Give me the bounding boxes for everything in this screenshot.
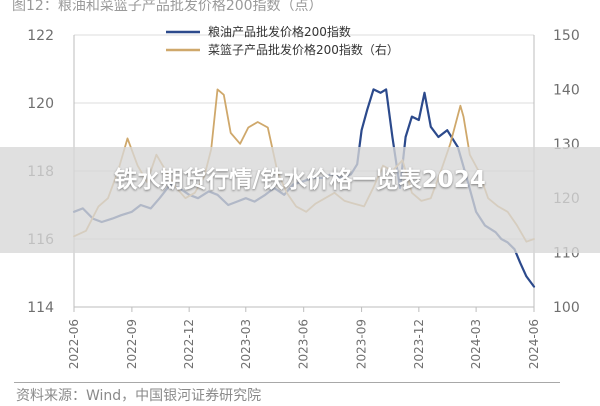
right-tick-label: 100 (553, 300, 580, 316)
left-tick-label: 122 (27, 28, 54, 44)
x-tick-label: 2023-03 (239, 319, 253, 369)
left-tick-label: 120 (27, 96, 54, 112)
x-axis: 2022-06 2022-09 2022-12 2023-03 2023-06 2023-… (67, 35, 541, 369)
x-tick-label: 2022-06 (67, 319, 81, 369)
overlay-banner[interactable]: 铁水期货行情/铁水价格一览表2024 (0, 147, 600, 253)
x-tick-label: 2022-12 (182, 319, 196, 369)
x-tick-label: 2023-06 (297, 319, 311, 369)
left-tick-label: 114 (27, 300, 54, 316)
right-tick-label: 150 (553, 28, 580, 44)
figure-title: 图12：粮油和菜篮子产品批发价格200指数（点） (12, 0, 323, 14)
x-tick-label: 2024-06 (527, 319, 541, 369)
x-tick-label: 2023-12 (412, 319, 426, 369)
x-tick-label: 2023-09 (355, 319, 369, 369)
banner-title: 铁水期货行情/铁水价格一览表2024 (114, 167, 486, 193)
source-divider (14, 382, 560, 383)
legend-label-1: 粮油产品批发价格200指数 (208, 24, 351, 39)
x-tick-label: 2022-09 (125, 319, 139, 369)
right-tick-label: 140 (553, 82, 580, 98)
x-tick-label: 2024-03 (469, 319, 483, 369)
legend-label-2: 菜篮子产品批发价格200指数（右） (208, 42, 399, 57)
source-note: 资料来源：Wind，中国银河证券研究院 (16, 388, 262, 404)
